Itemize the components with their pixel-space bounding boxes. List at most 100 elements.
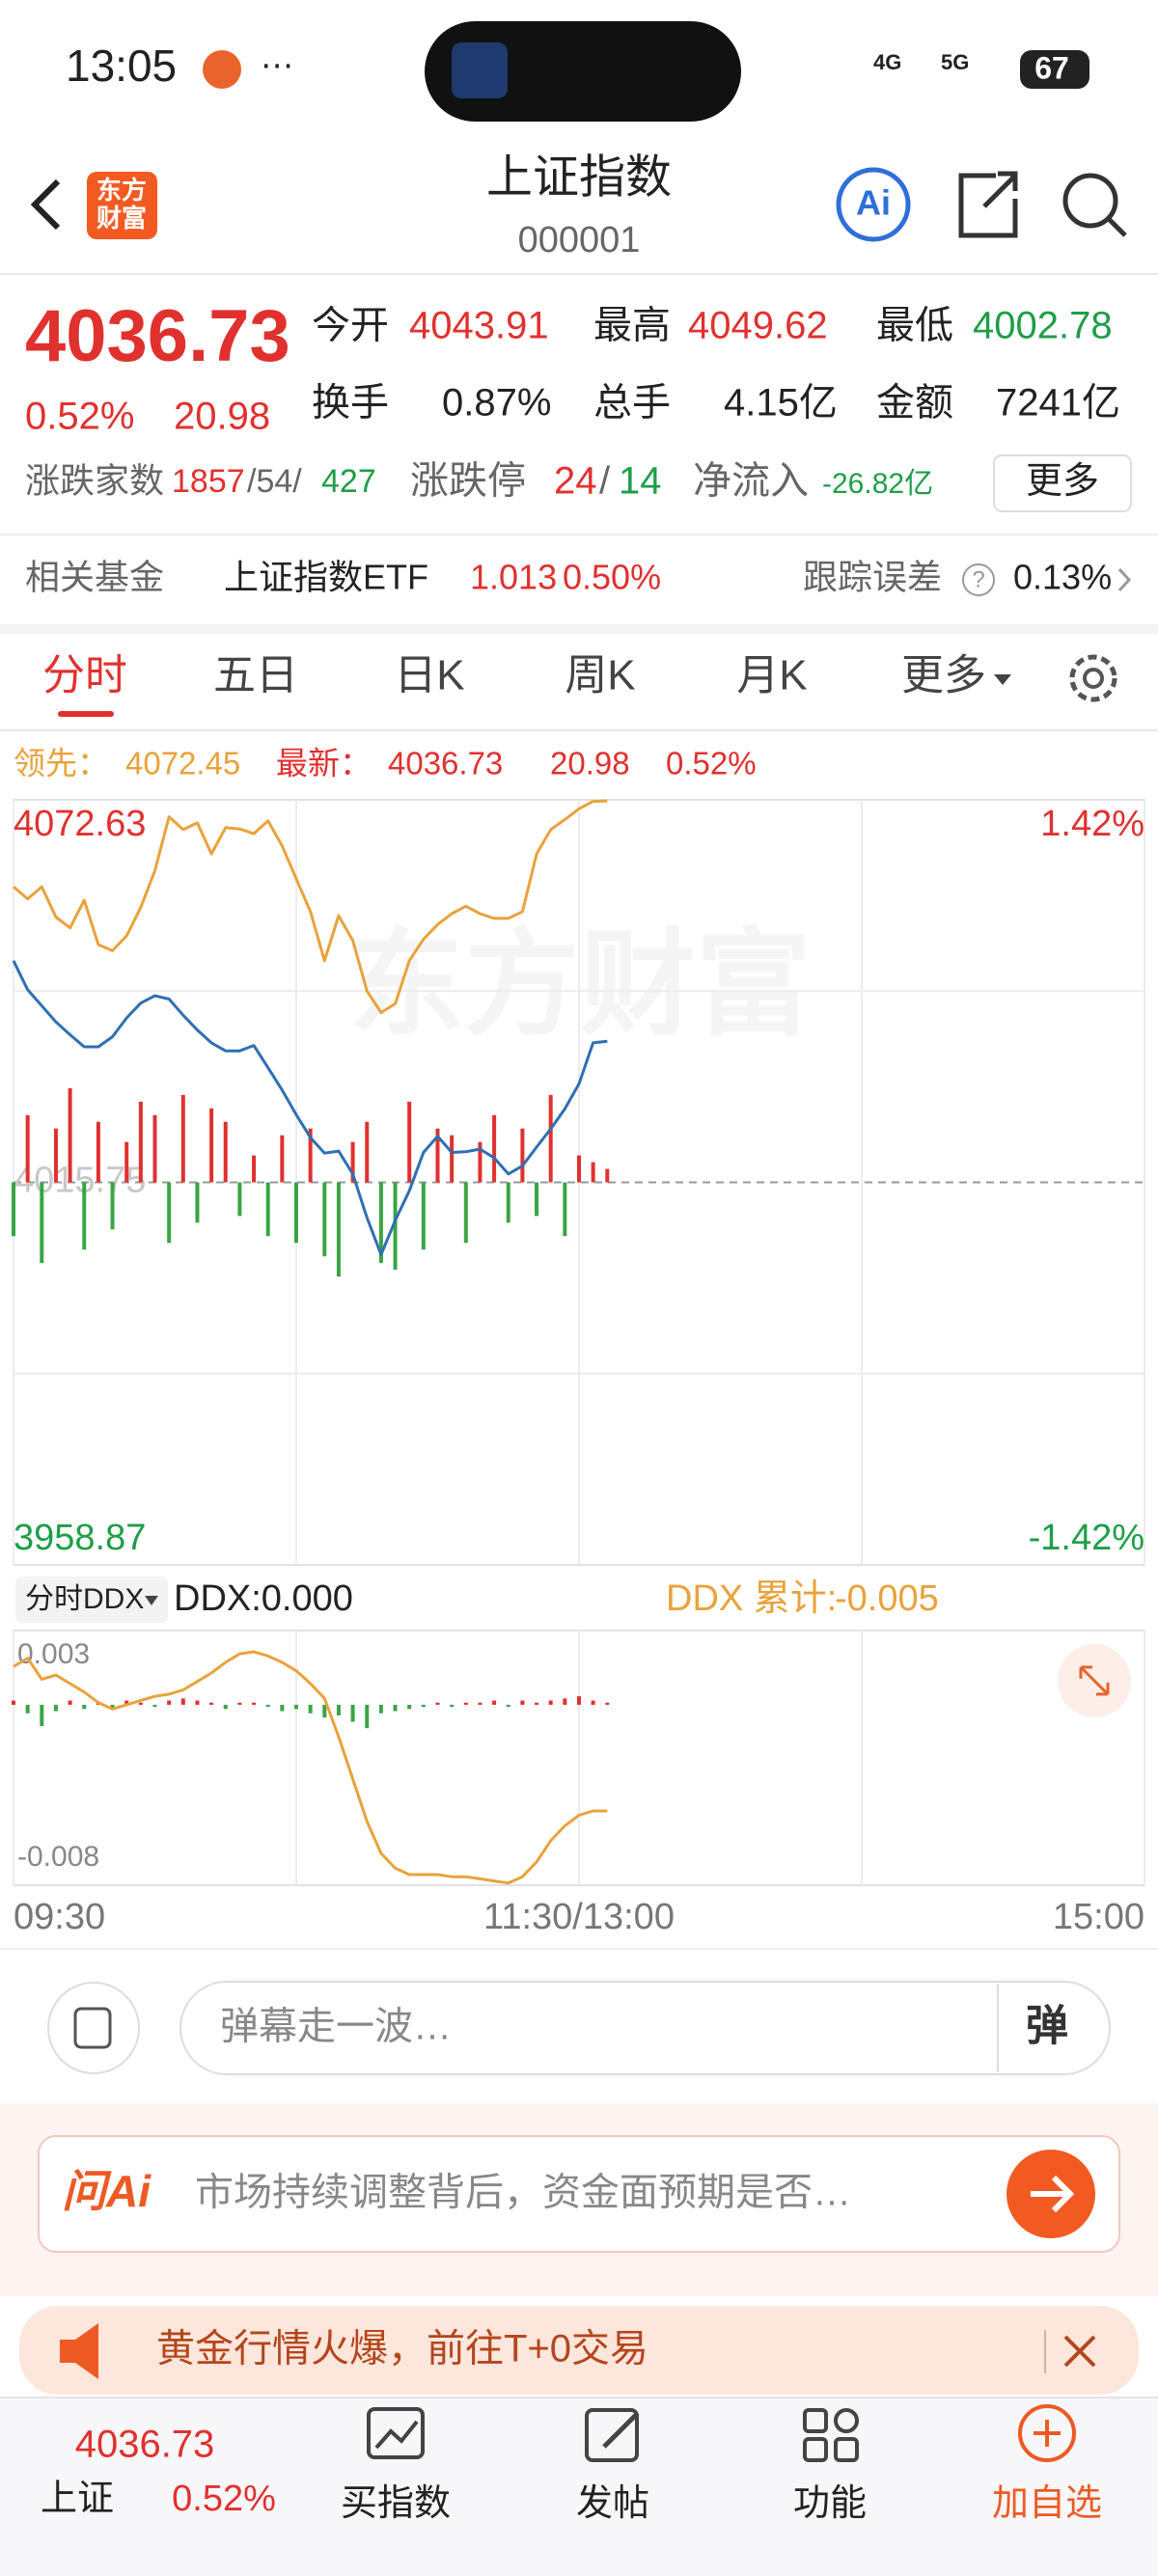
fund-label: 相关基金 xyxy=(25,558,164,597)
nav-index-name: 上证 xyxy=(41,2479,114,2519)
bar xyxy=(577,1155,581,1183)
inflow: -26.82亿 xyxy=(822,468,933,500)
nav-icon[interactable] xyxy=(585,2408,639,2462)
nav-item[interactable]: 发帖 xyxy=(576,2483,649,2524)
more-button[interactable] xyxy=(993,454,1132,512)
bar xyxy=(223,1121,228,1183)
bar xyxy=(223,1705,228,1710)
nav-icon[interactable] xyxy=(367,2407,425,2459)
bar xyxy=(605,1702,610,1705)
bar xyxy=(252,1702,257,1705)
fund-name[interactable]: 上证指数ETF xyxy=(224,558,428,597)
bar xyxy=(350,1705,355,1722)
bar xyxy=(450,1135,455,1183)
nav-icon[interactable] xyxy=(803,2408,859,2462)
share-button[interactable] xyxy=(958,171,1018,238)
bar xyxy=(506,1182,510,1223)
stat-label: 金额 xyxy=(876,382,953,425)
bar xyxy=(378,1705,383,1713)
help-icon[interactable] xyxy=(962,563,995,596)
bar xyxy=(138,1101,143,1183)
change: 20.98 xyxy=(174,396,270,438)
bar xyxy=(110,1705,115,1710)
settings-button[interactable] xyxy=(1069,654,1117,702)
fund-change: 0.50% xyxy=(563,558,661,597)
bar xyxy=(308,1128,313,1183)
comment-icon[interactable] xyxy=(47,1982,140,2074)
bar xyxy=(195,1700,200,1705)
bar xyxy=(124,1700,129,1705)
tab[interactable]: 周K xyxy=(565,652,635,699)
search-button[interactable] xyxy=(1062,173,1118,229)
bar xyxy=(407,1101,412,1183)
bar xyxy=(492,1114,497,1183)
legend-value: 4036.73 xyxy=(388,746,503,781)
nav-item[interactable]: 功能 xyxy=(793,2483,867,2524)
divider xyxy=(0,624,1158,634)
tab[interactable]: 分时 xyxy=(42,652,127,699)
danmaku-button[interactable]: 弹 xyxy=(1026,2003,1068,2050)
comment-input[interactable] xyxy=(179,1981,1111,2075)
bar xyxy=(152,1114,157,1183)
bar xyxy=(350,1141,355,1183)
last-price: 4036.73 xyxy=(25,295,290,377)
banner-text[interactable]: 黄金行情火爆，前往T+0交易 xyxy=(156,2328,648,2370)
stat-value: 4049.62 xyxy=(688,305,828,347)
bar xyxy=(365,1121,370,1183)
nav-icon-glyph xyxy=(602,2412,639,2449)
ai-question[interactable]: 市场持续调整背后，资金面预期是否… xyxy=(195,2172,851,2214)
ai-box[interactable] xyxy=(38,2135,1120,2253)
bar xyxy=(520,1128,525,1183)
bar xyxy=(435,1702,440,1705)
help-mark[interactable]: ? xyxy=(972,566,984,592)
nav-item[interactable]: 加自选 xyxy=(992,2483,1102,2524)
bar xyxy=(40,1182,44,1264)
y-tick-label: 0.003 xyxy=(17,1638,90,1670)
banner-close[interactable] xyxy=(1063,2335,1096,2368)
nav-icon[interactable] xyxy=(1018,2404,1076,2462)
stat-value: 4002.78 xyxy=(973,305,1113,347)
limit-sep: / xyxy=(599,460,611,503)
logo-line: 财富 xyxy=(96,204,147,233)
ai-send-arrow xyxy=(1031,2175,1075,2213)
bar xyxy=(535,1182,539,1217)
bar xyxy=(124,1141,129,1183)
bar xyxy=(563,1698,567,1705)
comment-placeholder[interactable]: 弹幕走一波… xyxy=(220,2006,452,2048)
ddx-selector-label[interactable]: 分时DDX xyxy=(25,1583,144,1615)
bar xyxy=(195,1182,200,1223)
bar xyxy=(535,1702,539,1705)
stat-label: 总手 xyxy=(593,382,671,425)
tab[interactable]: 五日 xyxy=(213,652,298,699)
x-tick-label: 09:30 xyxy=(14,1897,105,1937)
bar xyxy=(520,1700,525,1705)
app-logo xyxy=(87,172,157,239)
ai-brand: 问Ai xyxy=(62,2166,152,2216)
status-time: 13:05 xyxy=(66,41,177,91)
nav-change: 0.52% xyxy=(172,2479,276,2519)
limit-label: 涨跌停 xyxy=(410,460,526,503)
bar xyxy=(450,1705,455,1708)
back-button[interactable] xyxy=(30,178,61,231)
bar xyxy=(167,1182,172,1244)
stat-value: 7241亿 xyxy=(996,382,1120,425)
chevron[interactable] xyxy=(1117,567,1132,592)
bar xyxy=(25,1705,30,1713)
battery-level: 67 xyxy=(1034,50,1069,85)
gold-banner[interactable] xyxy=(19,2306,1139,2395)
tab[interactable]: 日K xyxy=(394,652,464,699)
ai-label[interactable]: Ai xyxy=(856,183,891,223)
bar xyxy=(68,1700,72,1705)
tab[interactable]: 更多 xyxy=(901,652,986,699)
stat-label: 最高 xyxy=(593,305,671,347)
tab[interactable]: 月K xyxy=(736,652,807,699)
more-label[interactable]: 更多 xyxy=(1026,461,1099,502)
stat-label: 最低 xyxy=(876,305,953,347)
nav-icon-glyph xyxy=(374,2420,419,2450)
ai-button[interactable] xyxy=(836,167,911,242)
bar xyxy=(237,1702,242,1705)
ddx-selector[interactable] xyxy=(15,1576,168,1623)
stat-label: 换手 xyxy=(312,382,389,425)
nav-item[interactable]: 买指数 xyxy=(341,2483,451,2524)
down-count: 427 xyxy=(321,463,376,500)
